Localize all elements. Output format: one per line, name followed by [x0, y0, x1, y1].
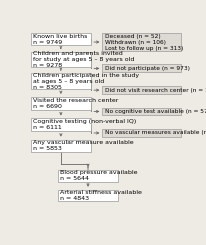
- FancyBboxPatch shape: [30, 73, 91, 89]
- Text: Known live births
n = 9749: Known live births n = 9749: [33, 34, 87, 45]
- FancyBboxPatch shape: [58, 170, 118, 182]
- FancyBboxPatch shape: [102, 129, 181, 137]
- Text: No vascular measures available (n = 258): No vascular measures available (n = 258): [105, 131, 206, 135]
- FancyBboxPatch shape: [102, 108, 181, 115]
- FancyBboxPatch shape: [102, 64, 181, 73]
- Text: No cognitive test available (n = 579): No cognitive test available (n = 579): [105, 109, 206, 114]
- Text: Blood pressure available
n = 5644: Blood pressure available n = 5644: [60, 170, 138, 181]
- Text: Did not visit research center (n = 1615): Did not visit research center (n = 1615): [105, 88, 206, 93]
- Text: Deceased (n = 52)
Withdrawn (n = 106)
Lost to follow up (n = 313): Deceased (n = 52) Withdrawn (n = 106) Lo…: [105, 34, 183, 50]
- FancyBboxPatch shape: [30, 33, 91, 45]
- Text: Visited the research center
n = 6690: Visited the research center n = 6690: [33, 98, 118, 109]
- Text: Did not participate (n = 973): Did not participate (n = 973): [105, 66, 190, 71]
- FancyBboxPatch shape: [30, 118, 91, 131]
- FancyBboxPatch shape: [102, 33, 181, 51]
- Text: Arterial stiffness available
n = 4843: Arterial stiffness available n = 4843: [60, 190, 142, 201]
- FancyBboxPatch shape: [58, 190, 118, 201]
- Text: Cognitive testing (non-verbal IQ)
n = 6111: Cognitive testing (non-verbal IQ) n = 61…: [33, 119, 136, 130]
- Text: Children and parents invited
for study at ages 5 – 8 years old
n = 9278: Children and parents invited for study a…: [33, 51, 134, 68]
- FancyBboxPatch shape: [30, 140, 91, 152]
- FancyBboxPatch shape: [102, 86, 181, 94]
- Text: Any vascular measure available
n = 5853: Any vascular measure available n = 5853: [33, 140, 133, 151]
- FancyBboxPatch shape: [30, 97, 91, 110]
- Text: Children participated in the study
at ages 5 – 8 years old
n = 8305: Children participated in the study at ag…: [33, 73, 139, 90]
- FancyBboxPatch shape: [30, 52, 91, 67]
